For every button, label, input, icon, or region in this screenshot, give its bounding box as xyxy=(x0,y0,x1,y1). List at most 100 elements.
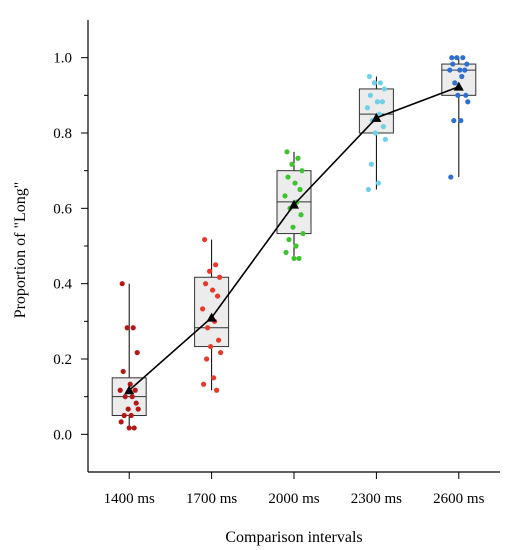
mean-line xyxy=(124,81,464,395)
data-point xyxy=(127,381,133,387)
data-point xyxy=(130,325,136,331)
y-tick-label: 0.0 xyxy=(53,427,72,443)
data-point xyxy=(291,255,297,262)
x-tick-label: 1400 ms xyxy=(104,491,155,507)
data-point xyxy=(455,92,461,98)
data-point xyxy=(118,419,124,425)
y-tick-label: 0.8 xyxy=(53,126,72,142)
data-point xyxy=(299,168,305,174)
data-point xyxy=(293,243,299,249)
data-point xyxy=(131,425,137,431)
data-point xyxy=(282,193,288,199)
data-point xyxy=(465,99,471,105)
data-point xyxy=(122,394,128,400)
data-point xyxy=(120,368,126,375)
data-point xyxy=(126,425,132,431)
data-point xyxy=(202,236,208,243)
data-point xyxy=(464,61,470,67)
data-point xyxy=(208,343,214,350)
x-tick-label: 1700 ms xyxy=(186,491,237,507)
data-point xyxy=(447,67,453,73)
data-point xyxy=(365,186,371,193)
data-point xyxy=(382,136,388,143)
data-point xyxy=(380,123,386,130)
data-point xyxy=(377,80,383,86)
data-point xyxy=(216,337,222,343)
mean-marker xyxy=(371,112,382,122)
data-point xyxy=(215,293,221,299)
data-point xyxy=(121,412,127,419)
data-point xyxy=(297,186,303,193)
data-point xyxy=(117,387,123,393)
data-point xyxy=(203,281,209,287)
y-tick-label: 1.0 xyxy=(53,51,72,67)
y-tick-label: 0.6 xyxy=(53,201,72,217)
data-point xyxy=(200,306,206,312)
data-point xyxy=(295,155,301,161)
data-point xyxy=(213,262,219,268)
data-point xyxy=(204,356,210,362)
x-tick-label: 2600 ms xyxy=(433,491,484,507)
x-tick-label: 2000 ms xyxy=(268,491,319,507)
data-point xyxy=(451,117,457,124)
data-point xyxy=(218,349,224,356)
data-point xyxy=(210,287,216,293)
mean-marker xyxy=(453,81,464,91)
data-point xyxy=(450,61,456,67)
data-point xyxy=(364,105,370,111)
mean-marker xyxy=(206,312,217,322)
data-point xyxy=(449,55,455,61)
data-point xyxy=(300,230,306,237)
data-point xyxy=(125,406,131,412)
data-point xyxy=(207,268,213,274)
data-point xyxy=(367,92,373,98)
boxes xyxy=(111,57,477,428)
data-point xyxy=(457,67,463,73)
data-point xyxy=(283,249,289,256)
data-point xyxy=(298,212,304,218)
mean-marker xyxy=(289,199,299,209)
data-point xyxy=(135,406,141,412)
data-point xyxy=(129,394,135,400)
data-point xyxy=(205,325,211,331)
data-point xyxy=(375,180,381,186)
data-point xyxy=(201,381,207,387)
y-tick-label: 0.2 xyxy=(53,352,72,368)
data-point xyxy=(460,55,466,61)
data-point xyxy=(119,281,125,287)
data-point xyxy=(454,55,460,61)
mean-marker xyxy=(124,385,135,395)
data-point xyxy=(289,161,295,167)
data-point xyxy=(374,99,380,105)
data-point xyxy=(381,86,387,92)
x-tick-label: 2300 ms xyxy=(351,491,402,507)
data-point xyxy=(124,325,130,331)
data-point xyxy=(290,224,296,230)
data-point xyxy=(463,92,469,98)
data-point xyxy=(379,99,385,105)
data-point xyxy=(459,73,465,80)
axes: 0.0 0.2 0.4 0.6 0.8 1.0 1400 ms 1700 ms 2000 ms 2… xyxy=(53,20,500,507)
data-point xyxy=(458,117,464,124)
data-point xyxy=(214,387,220,393)
y-axis-label: Proportion of "Long" xyxy=(12,182,29,319)
data-point xyxy=(452,80,458,86)
data-point xyxy=(128,412,134,419)
y-tick-label: 0.4 xyxy=(53,277,72,293)
data-point xyxy=(132,387,138,393)
data-point xyxy=(134,349,140,356)
data-point xyxy=(448,174,454,180)
data-point xyxy=(372,130,378,136)
data-point xyxy=(368,161,374,167)
data-point xyxy=(286,236,292,243)
data-point xyxy=(284,149,290,155)
x-axis-label: Comparison intervals xyxy=(225,529,362,546)
data-point xyxy=(462,67,468,73)
data-point xyxy=(292,180,298,186)
box xyxy=(194,276,230,348)
data-point xyxy=(296,255,302,262)
data-point xyxy=(217,274,223,280)
data-point xyxy=(371,80,377,86)
data-point xyxy=(211,375,217,381)
